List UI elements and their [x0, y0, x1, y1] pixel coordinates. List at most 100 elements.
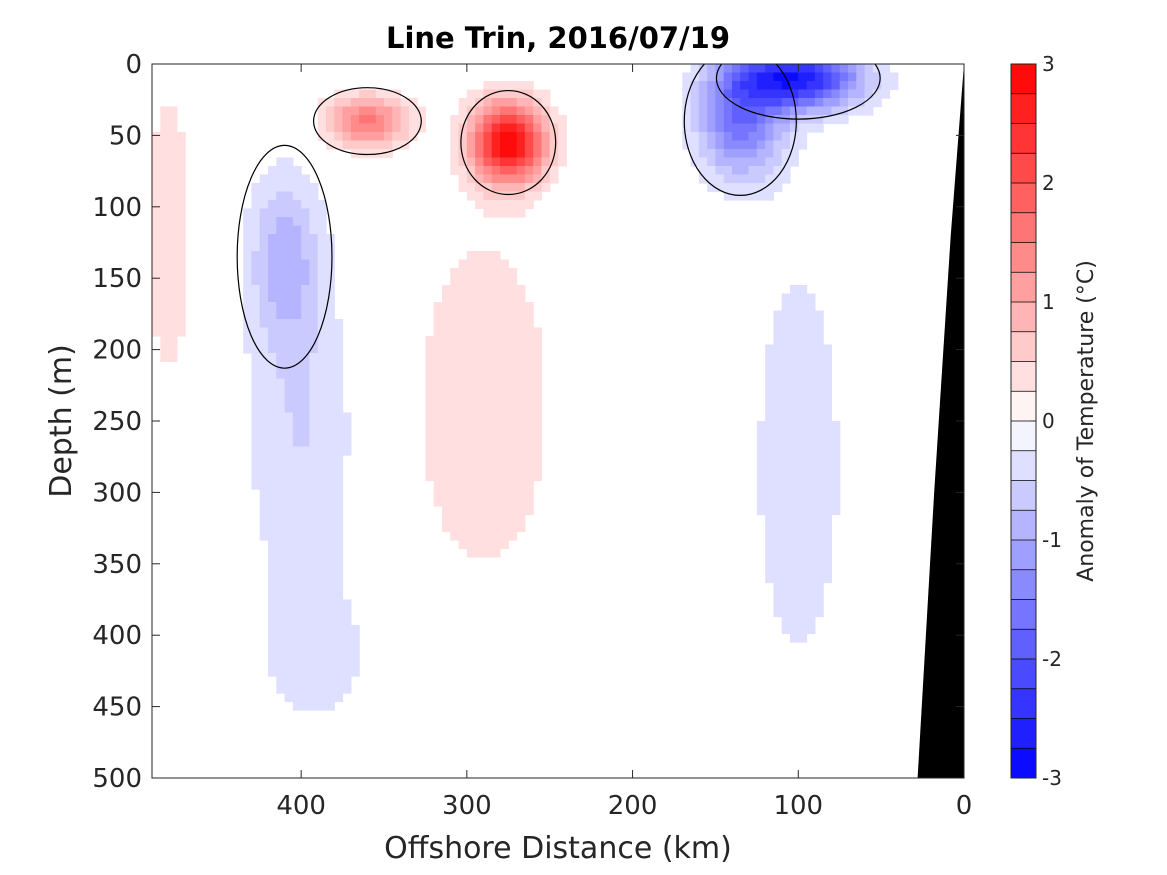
field-cell — [682, 132, 692, 142]
field-cell — [301, 344, 311, 354]
field-cell — [723, 123, 733, 133]
field-cell — [756, 506, 766, 516]
colorbar-segment — [1011, 421, 1036, 452]
field-cell — [342, 115, 352, 125]
field-cell — [334, 412, 344, 422]
field-cell — [442, 319, 451, 329]
field-cell — [524, 370, 534, 380]
field-cell — [756, 132, 766, 142]
field-cell — [773, 89, 783, 99]
field-cell — [781, 599, 791, 609]
field-cell — [508, 395, 518, 405]
field-cell — [292, 217, 302, 227]
field-cell — [483, 446, 493, 456]
colorbar-tick-label: -2 — [1042, 647, 1062, 671]
field-cell — [292, 242, 302, 252]
field-cell — [301, 234, 311, 244]
field-cell — [765, 565, 775, 575]
field-cell — [848, 89, 857, 99]
colorbar-tick-label: -1 — [1042, 528, 1062, 552]
field-cell — [292, 225, 302, 235]
field-cell — [723, 157, 733, 167]
field-cell — [483, 378, 493, 388]
field-cell — [458, 327, 468, 337]
field-cell — [740, 81, 750, 91]
field-cell — [309, 497, 319, 507]
field-cell — [790, 438, 799, 448]
field-cell — [740, 140, 750, 150]
field-cell — [259, 421, 269, 431]
field-cell — [781, 378, 791, 388]
field-cell — [251, 310, 261, 320]
field-cell — [259, 276, 269, 286]
field-cell — [160, 251, 170, 261]
field-cell — [508, 149, 518, 159]
field-cell — [268, 242, 277, 252]
field-cell — [309, 276, 319, 286]
field-cell — [491, 191, 501, 201]
field-cell — [475, 455, 485, 465]
field-cell — [268, 225, 277, 235]
field-cell — [433, 429, 443, 439]
field-cell — [508, 208, 518, 218]
field-cell — [806, 395, 816, 405]
field-cell — [508, 276, 518, 286]
field-cell — [292, 191, 302, 201]
field-cell — [284, 251, 294, 261]
field-cell — [251, 242, 261, 252]
field-cell — [773, 310, 783, 320]
field-cell — [475, 480, 485, 490]
field-cell — [475, 183, 485, 193]
field-cell — [243, 208, 253, 218]
field-cell — [814, 106, 824, 116]
field-cell — [781, 302, 791, 312]
field-cell — [301, 523, 311, 533]
field-cell — [243, 344, 253, 354]
field-cell — [301, 599, 311, 609]
field-cell — [292, 650, 302, 660]
field-cell — [524, 421, 534, 431]
field-cell — [790, 557, 799, 567]
field-cell — [881, 64, 891, 74]
colorbar-segment — [1011, 212, 1036, 243]
field-cell — [698, 115, 708, 125]
field-cell — [243, 242, 253, 252]
field-cell — [831, 106, 841, 116]
field-cell — [756, 140, 766, 150]
field-cell — [251, 268, 261, 278]
field-cell — [268, 446, 277, 456]
field-cell — [558, 157, 567, 167]
field-cell — [491, 251, 501, 261]
field-cell — [814, 599, 824, 609]
field-cell — [326, 625, 335, 635]
field-cell — [524, 480, 534, 490]
field-cell — [168, 115, 178, 125]
field-cell — [500, 497, 509, 507]
field-cell — [491, 140, 501, 150]
field-cell — [309, 438, 319, 448]
field-cell — [433, 455, 443, 465]
field-cell — [326, 319, 335, 329]
field-cell — [284, 642, 294, 652]
field-cell — [524, 429, 534, 439]
field-cell — [856, 81, 866, 91]
field-cell — [326, 591, 335, 601]
field-cell — [284, 429, 294, 439]
field-cell — [301, 421, 311, 431]
field-cell — [500, 404, 509, 414]
field-cell — [276, 574, 286, 584]
field-cell — [475, 327, 485, 337]
field-cell — [392, 89, 402, 99]
field-cell — [848, 64, 857, 74]
field-cell — [309, 574, 319, 584]
field-cell — [317, 608, 327, 618]
field-cell — [508, 191, 518, 201]
field-cell — [773, 370, 783, 380]
field-cell — [292, 404, 302, 414]
field-cell — [524, 344, 534, 354]
field-cell — [798, 429, 808, 439]
field-cell — [831, 81, 841, 91]
field-cell — [276, 217, 286, 227]
field-cell — [259, 344, 269, 354]
field-cell — [823, 523, 833, 533]
